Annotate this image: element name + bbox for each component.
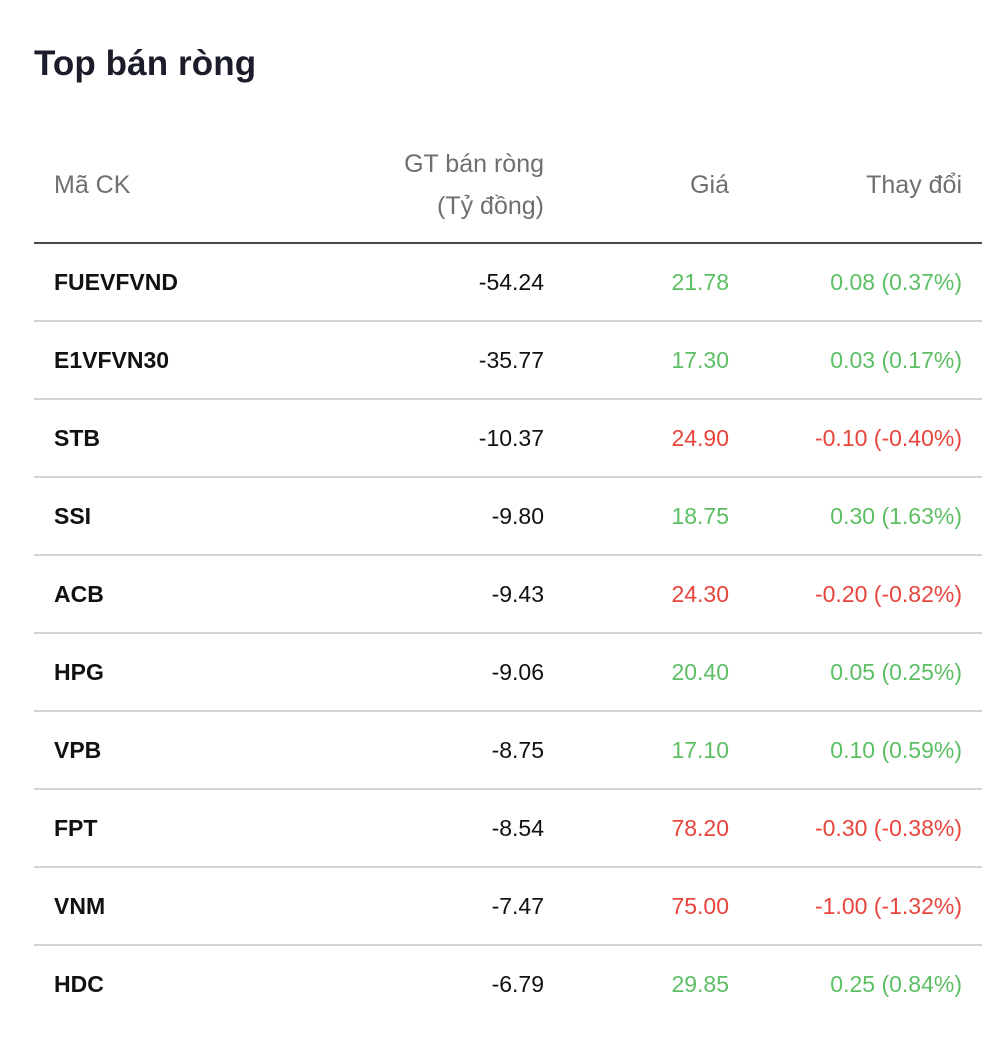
price-cell: 29.85	[671, 970, 729, 997]
symbol-cell[interactable]: VPB	[34, 711, 264, 790]
change-cell: -0.20 (-0.82%)	[749, 555, 982, 634]
table-row[interactable]: HPG -9.06 20.40 0.05 (0.25%)	[34, 633, 982, 712]
net-value-cell: -8.75	[264, 711, 564, 790]
price-cell: 17.30	[564, 321, 749, 400]
net-value-cell: -6.79	[491, 970, 544, 997]
column-header-net-value-line1: GT bán ròng	[404, 150, 544, 178]
column-header-net-value-line2: (Tỷ đồng)	[437, 192, 544, 220]
symbol-cell[interactable]: STB	[34, 399, 264, 478]
table-row[interactable]: HDC -6.79 29.85 0.25 (0.84%)	[34, 945, 982, 1022]
symbol-cell[interactable]: HPG	[34, 633, 264, 712]
price-cell: 24.90	[564, 399, 749, 478]
table-row[interactable]: VNM -7.47 75.00 -1.00 (-1.32%)	[34, 867, 982, 946]
change-cell: 0.03 (0.17%)	[749, 321, 982, 400]
price-cell: 18.75	[564, 477, 749, 556]
price-cell: 21.78	[564, 243, 749, 322]
net-value-cell: -8.54	[264, 789, 564, 868]
table-row[interactable]: FPT -8.54 78.20 -0.30 (-0.38%)	[34, 789, 982, 868]
table-row[interactable]: FUEVFVND -54.24 21.78 0.08 (0.37%)	[34, 243, 982, 322]
net-value-cell: -35.77	[264, 321, 564, 400]
change-cell: -1.00 (-1.32%)	[749, 867, 982, 946]
price-cell: 24.30	[564, 555, 749, 634]
column-header-change: Thay đổi	[749, 128, 982, 244]
table-header: Mã CK GT bán ròng (Tỷ đồng) Giá Thay đổi	[34, 128, 982, 244]
price-cell: 20.40	[564, 633, 749, 712]
price-cell: 75.00	[564, 867, 749, 946]
change-cell: -0.10 (-0.40%)	[749, 399, 982, 478]
panel-title: Top bán ròng	[34, 44, 257, 83]
net-value-cell: -9.06	[264, 633, 564, 712]
table-row[interactable]: VPB -8.75 17.10 0.10 (0.59%)	[34, 711, 982, 790]
column-header-symbol: Mã CK	[34, 128, 264, 244]
symbol-cell[interactable]: VNM	[34, 867, 264, 946]
symbol-cell[interactable]: FPT	[34, 789, 264, 868]
net-sell-table: Mã CK GT bán ròng (Tỷ đồng) Giá Thay đổi…	[34, 128, 982, 1022]
net-value-cell: -54.24	[264, 243, 564, 322]
net-value-cell: -9.43	[264, 555, 564, 634]
symbol-cell[interactable]: FUEVFVND	[34, 243, 264, 322]
table-row[interactable]: ACB -9.43 24.30 -0.20 (-0.82%)	[34, 555, 982, 634]
table-row[interactable]: SSI -9.80 18.75 0.30 (1.63%)	[34, 477, 982, 556]
price-cell: 78.20	[564, 789, 749, 868]
change-cell: 0.05 (0.25%)	[749, 633, 982, 712]
net-value-cell: -9.80	[264, 477, 564, 556]
net-value-cell: -10.37	[264, 399, 564, 478]
symbol-cell[interactable]: E1VFVN30	[34, 321, 264, 400]
change-cell: 0.08 (0.37%)	[749, 243, 982, 322]
table-body: FUEVFVND -54.24 21.78 0.08 (0.37%) E1VFV…	[34, 243, 982, 1022]
column-header-net-value: GT bán ròng (Tỷ đồng)	[264, 128, 564, 244]
table-row[interactable]: STB -10.37 24.90 -0.10 (-0.40%)	[34, 399, 982, 478]
change-cell: 0.10 (0.59%)	[749, 711, 982, 790]
change-cell: -0.30 (-0.38%)	[749, 789, 982, 868]
price-cell: 17.10	[564, 711, 749, 790]
net-value-cell: -7.47	[264, 867, 564, 946]
change-cell: 0.30 (1.63%)	[749, 477, 982, 556]
header-row: Mã CK GT bán ròng (Tỷ đồng) Giá Thay đổi	[34, 128, 982, 244]
change-cell: 0.25 (0.84%)	[830, 970, 962, 997]
column-header-price: Giá	[564, 128, 749, 244]
symbol-cell[interactable]: SSI	[34, 477, 264, 556]
symbol-cell[interactable]: ACB	[34, 555, 264, 634]
symbol-cell[interactable]: HDC	[54, 970, 104, 997]
table-row[interactable]: E1VFVN30 -35.77 17.30 0.03 (0.17%)	[34, 321, 982, 400]
